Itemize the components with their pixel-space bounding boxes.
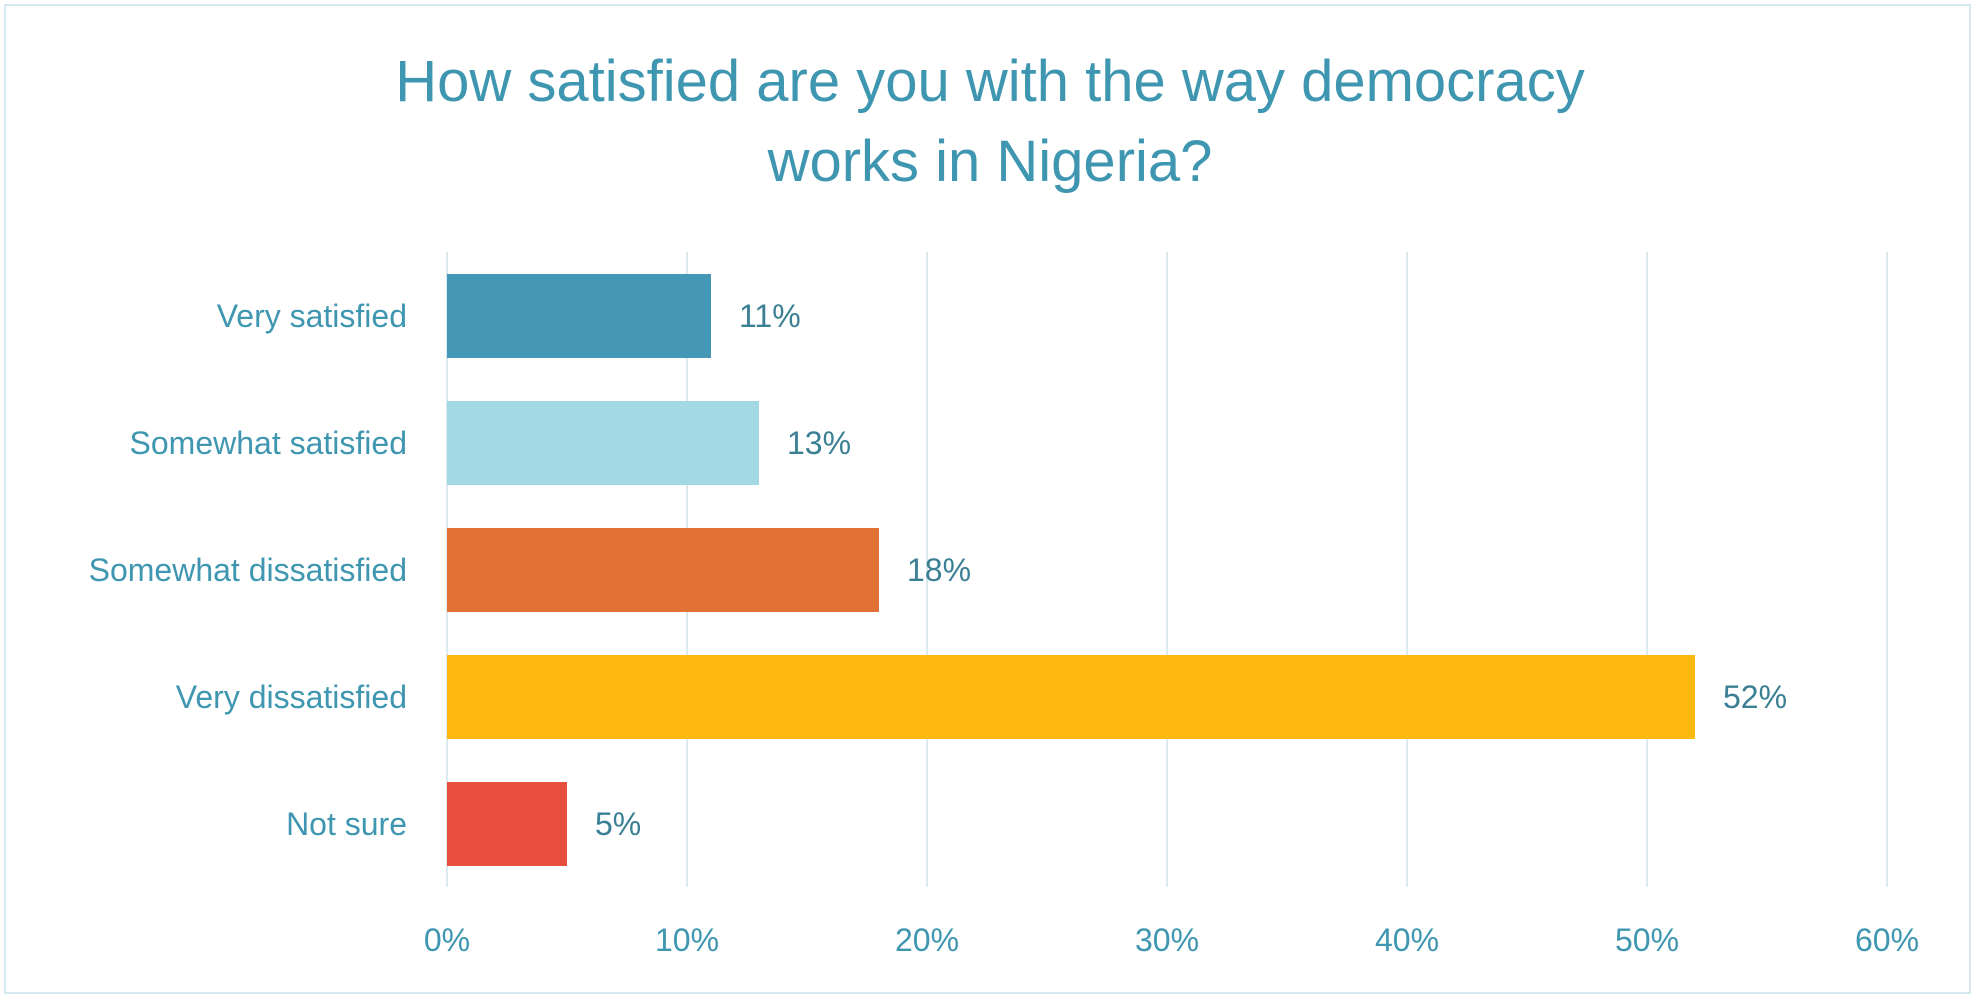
category-label-not-sure: Not sure [286, 806, 407, 842]
x-tick-50: 50% [1614, 922, 1680, 958]
category-label-somewhat-dissatisfied: Somewhat dissatisfied [88, 552, 407, 588]
gridline-40 [1406, 252, 1408, 887]
value-label-somewhat-dissatisfied: 18% [907, 552, 972, 588]
bar-somewhat-satisfied [447, 401, 759, 485]
gridline-30 [1166, 252, 1168, 887]
chart-frame [4, 4, 1971, 994]
gridline-60 [1886, 252, 1888, 887]
x-tick-60: 60% [1854, 922, 1920, 958]
chart-title: How satisfied are you with the way democ… [0, 42, 1980, 202]
x-tick-30: 30% [1134, 922, 1200, 958]
category-label-very-dissatisfied: Very dissatisfied [175, 679, 407, 715]
chart-title-line-1: How satisfied are you with the way democ… [395, 49, 1585, 114]
category-label-very-satisfied: Very satisfied [216, 298, 407, 334]
x-tick-10: 10% [654, 922, 720, 958]
gridline-50 [1646, 252, 1648, 887]
x-tick-20: 20% [894, 922, 960, 958]
bar-not-sure [447, 782, 567, 866]
plot-area: 11% 13% 18% 52% 5% [446, 252, 1888, 887]
x-tick-0: 0% [423, 922, 471, 958]
bar-very-satisfied [447, 274, 711, 358]
gridline-20 [926, 252, 928, 887]
value-label-somewhat-satisfied: 13% [787, 425, 852, 461]
category-label-somewhat-satisfied: Somewhat satisfied [129, 425, 407, 461]
bar-very-dissatisfied [447, 655, 1695, 739]
value-label-very-satisfied: 11% [739, 298, 801, 334]
chart-title-line-2: works in Nigeria? [767, 129, 1213, 194]
x-tick-40: 40% [1374, 922, 1440, 958]
value-label-very-dissatisfied: 52% [1723, 679, 1788, 715]
value-label-not-sure: 5% [595, 806, 642, 842]
bar-somewhat-dissatisfied [447, 528, 879, 612]
